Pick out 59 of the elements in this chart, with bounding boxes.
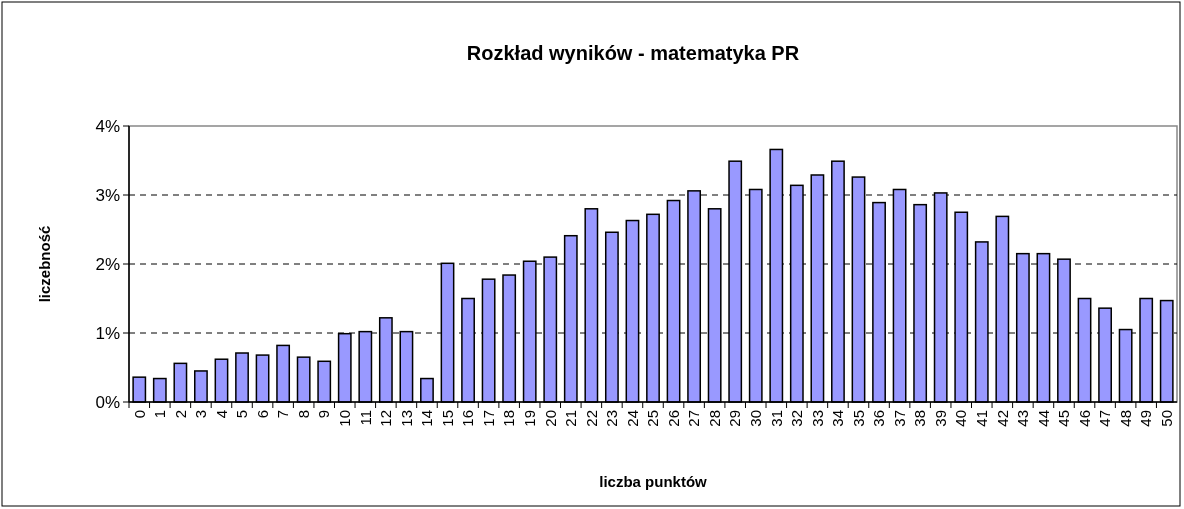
x-tick-label: 13 (397, 410, 415, 427)
y-tick-label: 4% (95, 116, 120, 136)
x-tick-label: 47 (1096, 410, 1114, 427)
x-tick-label: 30 (747, 410, 764, 427)
x-tick-label: 28 (705, 410, 723, 427)
x-tick-label: 14 (418, 410, 436, 427)
x-tick-label: 9 (315, 410, 333, 419)
x-tick-label: 10 (336, 410, 354, 427)
x-tick-label: 3 (192, 410, 210, 419)
x-tick-label: 32 (788, 410, 806, 427)
chart-title: Rozkład wyników - matematyka PR (466, 42, 800, 64)
x-tick-label: 43 (1014, 410, 1032, 427)
x-tick-label: 12 (377, 410, 395, 427)
y-axis-title: liczebność (36, 225, 53, 303)
x-tick-label: 1 (151, 410, 169, 419)
x-tick-label: 36 (870, 410, 888, 427)
x-tick-label: 40 (952, 410, 970, 427)
x-tick-label: 41 (973, 410, 991, 427)
x-tick-label: 20 (541, 410, 559, 427)
x-tick-label: 27 (685, 410, 703, 427)
x-tick-label: 38 (911, 410, 929, 427)
x-tick-label: 22 (582, 410, 600, 427)
x-tick-label: 50 (1157, 410, 1175, 427)
x-tick-label: 34 (829, 410, 847, 427)
x-tick-label: 16 (459, 410, 477, 427)
x-tick-label: 23 (603, 410, 621, 427)
x-tick-label: 26 (664, 410, 682, 427)
x-tick-label: 39 (931, 410, 949, 427)
x-tick-label: 35 (849, 410, 867, 427)
x-tick-label: 2 (171, 410, 189, 419)
x-tick-label: 37 (890, 410, 908, 427)
x-tick-label: 25 (644, 410, 662, 427)
x-tick-label: 24 (623, 410, 641, 427)
x-tick-label: 8 (294, 410, 312, 419)
x-tick-label: 19 (520, 410, 538, 427)
x-tick-label: 5 (233, 410, 251, 419)
y-tick-label: 0% (95, 392, 120, 412)
y-tick-label: 1% (95, 323, 120, 343)
x-tick-label: 21 (562, 410, 580, 427)
x-tick-label: 42 (993, 410, 1011, 427)
y-tick-label: 2% (95, 254, 120, 274)
x-tick-label: 17 (479, 410, 497, 427)
x-tick-label: 7 (274, 410, 292, 419)
x-tick-label: 11 (356, 410, 374, 426)
x-tick-label: 29 (726, 410, 744, 427)
x-tick-label: 49 (1137, 410, 1155, 427)
x-tick-label: 45 (1055, 410, 1073, 427)
x-axis-title: liczba punktów (599, 473, 708, 490)
x-tick-label: 44 (1034, 410, 1052, 427)
x-tick-label: 4 (212, 410, 230, 419)
y-tick-label: 3% (95, 185, 120, 205)
x-tick-label: 31 (767, 410, 785, 427)
x-tick-label: 46 (1075, 410, 1093, 427)
x-tick-label: 6 (253, 410, 271, 419)
x-tick-label: 15 (438, 410, 456, 427)
x-tick-label: 33 (808, 410, 826, 427)
x-tick-label: 18 (500, 410, 518, 427)
x-tick-label: 0 (130, 410, 148, 419)
x-tick-label: 48 (1116, 410, 1134, 427)
